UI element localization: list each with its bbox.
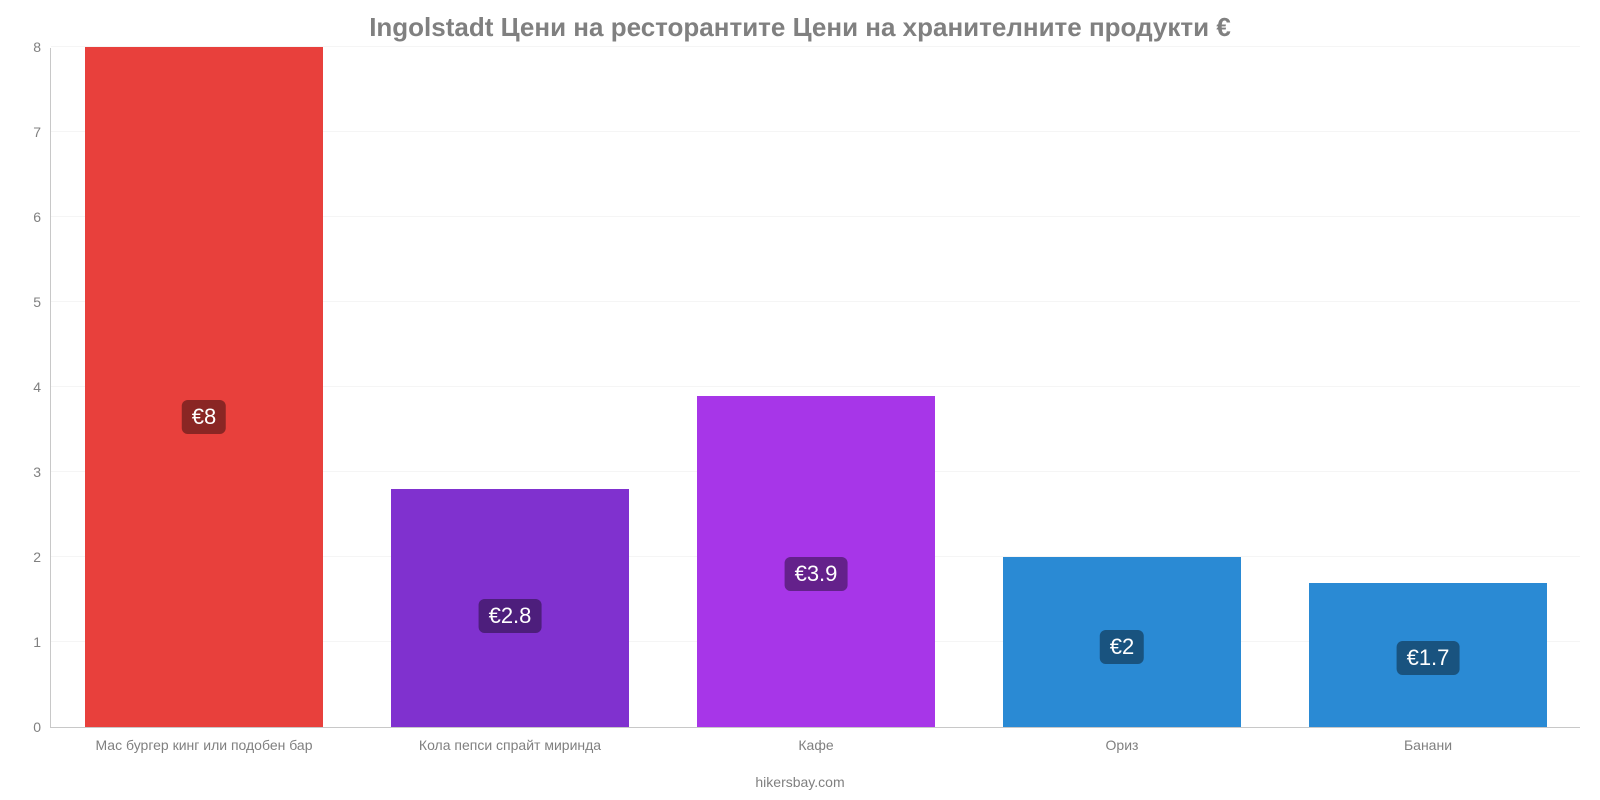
x-tick-label: Ориз [1106, 727, 1139, 753]
y-tick-label: 3 [33, 465, 51, 479]
chart-footer: hikersbay.com [0, 774, 1600, 790]
price-chart: Ingolstadt Цени на ресторантите Цени на … [0, 0, 1600, 800]
y-tick-label: 4 [33, 380, 51, 394]
plot-area: 012345678€8Мас бургер кинг или подобен б… [50, 48, 1580, 728]
x-tick-label: Кафе [798, 727, 833, 753]
chart-title: Ingolstadt Цени на ресторантите Цени на … [0, 0, 1600, 47]
y-tick-label: 0 [33, 720, 51, 734]
y-tick-label: 6 [33, 210, 51, 224]
y-tick-label: 8 [33, 40, 51, 54]
y-tick-label: 1 [33, 635, 51, 649]
x-tick-label: Кола пепси спрайт миринда [419, 727, 601, 753]
bar-value-label: €2.8 [479, 599, 542, 633]
bar [85, 47, 324, 727]
bar-value-label: €8 [182, 400, 226, 434]
y-tick-label: 2 [33, 550, 51, 564]
x-tick-label: Мас бургер кинг или подобен бар [95, 727, 312, 753]
bar-value-label: €2 [1100, 630, 1144, 664]
x-tick-label: Банани [1404, 727, 1452, 753]
bar-value-label: €3.9 [785, 557, 848, 591]
bar-value-label: €1.7 [1397, 641, 1460, 675]
y-tick-label: 7 [33, 125, 51, 139]
y-tick-label: 5 [33, 295, 51, 309]
